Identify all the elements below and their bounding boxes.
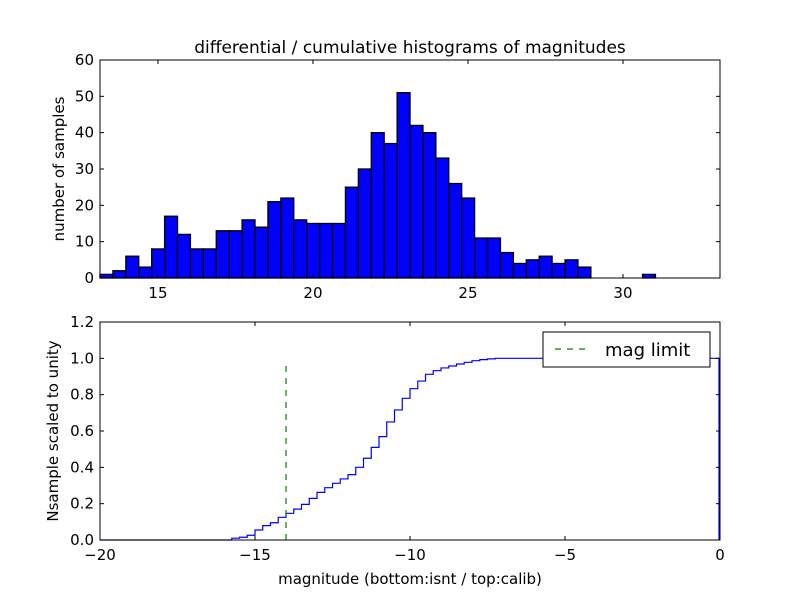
y-tick-label: 0.8 xyxy=(70,386,94,404)
y-tick-label: 1.2 xyxy=(70,313,94,331)
histogram-bar xyxy=(564,259,579,279)
bottom-x-axis-label: magnitude (bottom:isnt / top:calib) xyxy=(278,570,542,588)
y-tick-label: 20 xyxy=(75,196,94,214)
histogram-bar xyxy=(512,262,527,279)
histogram-bar xyxy=(189,248,204,279)
y-tick-label: 0.0 xyxy=(70,531,94,549)
top-y-axis-label: number of samples xyxy=(50,96,68,241)
legend-mag-limit-label: mag limit xyxy=(605,340,690,361)
histogram-bar xyxy=(112,270,127,279)
x-tick-label: −20 xyxy=(84,546,116,564)
histogram-bar xyxy=(396,92,411,279)
x-tick-label: −5 xyxy=(554,546,576,564)
histogram-bar xyxy=(461,197,476,279)
histogram-bar xyxy=(215,230,230,279)
legend: mag limit xyxy=(542,331,711,368)
histogram-bar xyxy=(241,219,256,279)
histogram-bar xyxy=(486,237,502,279)
histogram-bar xyxy=(383,142,398,279)
chart-title: differential / cumulative histograms of … xyxy=(194,38,626,58)
x-tick-label: −15 xyxy=(239,546,271,564)
x-tick-label: 30 xyxy=(613,284,632,302)
y-tick-label: 40 xyxy=(75,124,94,142)
x-tick-label: −10 xyxy=(394,546,426,564)
histogram-bar xyxy=(138,266,153,279)
histogram-bar xyxy=(228,230,243,279)
histogram-bar xyxy=(473,237,489,279)
histogram-bar xyxy=(151,248,166,279)
histogram-bar xyxy=(538,255,553,279)
histogram-bar xyxy=(293,219,308,279)
histogram-bar xyxy=(163,215,179,279)
y-tick-label: 0.6 xyxy=(70,422,94,440)
x-tick-label: 15 xyxy=(148,284,167,302)
bottom-y-axis-label: Nsample scaled to unity xyxy=(44,340,62,521)
histogram-bar xyxy=(525,259,540,279)
y-tick-label: 60 xyxy=(75,51,94,69)
histogram-bar xyxy=(499,251,515,279)
y-tick-label: 0.2 xyxy=(70,495,94,513)
histogram-bar xyxy=(318,222,334,279)
x-tick-label: 0 xyxy=(715,546,725,564)
histogram-bar xyxy=(577,266,592,279)
histogram-bar xyxy=(551,262,566,279)
y-tick-label: 0 xyxy=(84,269,94,287)
x-tick-label: 20 xyxy=(303,284,322,302)
histogram-bar xyxy=(331,222,347,279)
histogram-bar xyxy=(254,226,269,279)
x-tick-label: 25 xyxy=(458,284,477,302)
histogram-bar xyxy=(448,182,463,279)
cumulative-step-line xyxy=(100,357,720,541)
histogram-bar xyxy=(422,132,437,279)
y-tick-label: 10 xyxy=(75,233,94,251)
histogram-bar xyxy=(176,233,192,279)
histogram-bar xyxy=(370,132,385,279)
histogram-bar xyxy=(344,186,360,279)
histogram-bar xyxy=(99,273,114,279)
y-tick-label: 1.0 xyxy=(70,349,94,367)
histogram-bar xyxy=(409,124,424,279)
y-tick-label: 30 xyxy=(75,160,94,178)
histogram-bar xyxy=(357,168,372,279)
histogram-bar xyxy=(641,273,657,279)
histogram-bar xyxy=(125,255,140,279)
histogram-bar xyxy=(202,248,217,279)
histogram-bar xyxy=(280,197,295,279)
histogram-bar xyxy=(306,222,321,279)
y-tick-label: 0.4 xyxy=(70,458,94,476)
histogram-bar xyxy=(435,157,450,279)
y-tick-label: 50 xyxy=(75,87,94,105)
top-histogram-axes: 15 20 25 30 0 10 20 30 40 50 60 xyxy=(75,51,721,302)
bottom-cumulative-axes: −20 −15 −10 −5 0 0.0 0.2 0.4 0.6 0.8 1.0 1.2 xyxy=(70,313,725,564)
histogram-bar xyxy=(267,201,282,279)
